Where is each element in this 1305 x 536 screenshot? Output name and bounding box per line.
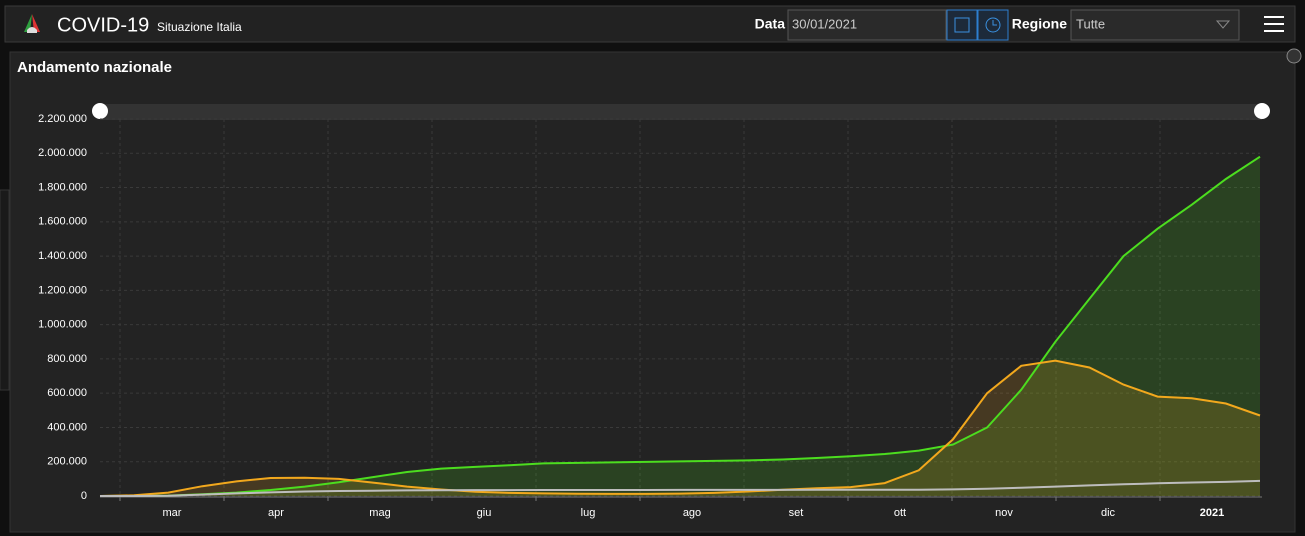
series-line xyxy=(99,155,1261,497)
calendar-icon xyxy=(954,17,970,33)
slider-handle[interactable] xyxy=(92,103,108,119)
date-input[interactable] xyxy=(787,9,947,41)
x-tick-label: ago xyxy=(683,507,701,519)
y-tick-label: 0 xyxy=(81,490,87,502)
x-tick-label: dic xyxy=(1101,507,1116,519)
date-label: Data xyxy=(755,16,786,32)
x-tick-label: 2021 xyxy=(1200,507,1224,519)
slider-handle[interactable] xyxy=(1254,103,1270,119)
area-fill xyxy=(100,156,1260,496)
menu-button[interactable] xyxy=(1264,16,1284,32)
x-tick-label: nov xyxy=(995,507,1013,519)
side-tab[interactable] xyxy=(0,189,10,391)
area-fill xyxy=(100,360,1260,496)
x-tick-label: mag xyxy=(369,507,390,519)
x-tick-label: ott xyxy=(894,507,906,519)
expand-button[interactable] xyxy=(1286,48,1302,64)
clock-hands xyxy=(992,20,997,26)
y-tick-label: 200.000 xyxy=(47,456,87,468)
x-tick-label: apr xyxy=(268,507,284,519)
y-tick-label: 600.000 xyxy=(47,387,87,399)
region-label: Regione xyxy=(1012,16,1067,32)
x-tick-label: giu xyxy=(477,507,492,519)
region-select[interactable] xyxy=(1070,9,1240,41)
panel-title: Andamento nazionale xyxy=(17,59,172,76)
app-title: COVID-19 xyxy=(57,14,149,36)
y-tick-label: 800.000 xyxy=(47,353,87,365)
logo xyxy=(24,14,40,33)
y-tick-label: 2.000.000 xyxy=(38,147,87,159)
range-slider[interactable] xyxy=(100,104,1262,120)
y-tick-label: 1.200.000 xyxy=(38,284,87,296)
x-tick-label: mar xyxy=(163,507,182,519)
x-tick-label: set xyxy=(789,507,804,519)
y-tick-label: 1.600.000 xyxy=(38,216,87,228)
date-value[interactable]: 30/01/2021 xyxy=(792,16,857,31)
region-value[interactable]: Tutte xyxy=(1076,16,1105,31)
y-tick-label: 2.200.000 xyxy=(38,113,87,125)
dropdown-arrow xyxy=(1215,20,1231,29)
calendar-button[interactable] xyxy=(946,9,978,41)
app-subtitle: Situazione Italia xyxy=(157,20,242,34)
series-line xyxy=(99,359,1261,497)
y-tick-label: 1.800.000 xyxy=(38,181,87,193)
x-tick-label: lug xyxy=(581,507,596,519)
y-tick-label: 400.000 xyxy=(47,421,87,433)
y-tick-label: 1.000.000 xyxy=(38,319,87,331)
series-line xyxy=(100,479,1261,497)
clock-icon xyxy=(985,17,1001,33)
y-tick-label: 1.400.000 xyxy=(38,250,87,262)
